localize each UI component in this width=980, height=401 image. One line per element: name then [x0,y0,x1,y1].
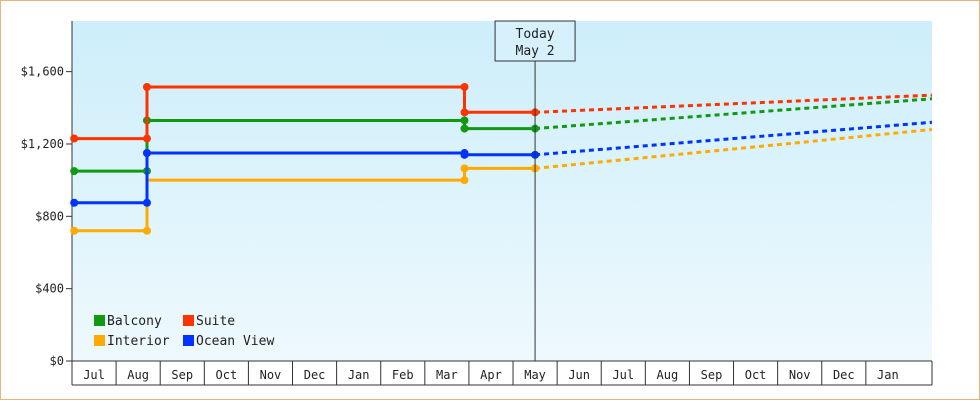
y-axis: $0 $400 $800 $1,200 $1,600 [21,21,73,368]
x-tick-label: Jul [612,368,634,382]
data-point [70,198,79,207]
legend-label: Balcony [107,314,162,329]
x-tick-label: Apr [480,368,502,382]
series-line [74,119,536,173]
plot-area [72,21,932,361]
x-tick-label: Feb [392,368,414,382]
legend-swatch [94,335,105,346]
x-tick-label: Sep [701,368,723,382]
x-tick-label: May [524,368,546,382]
series-line [74,85,536,141]
x-tick-label: Jan [877,368,899,382]
legend-label: Suite [196,314,235,329]
data-point [142,226,151,235]
data-point [142,149,151,158]
data-point [70,226,79,235]
x-tick-label: Mar [436,368,458,382]
legend-item-interior: Interior [94,334,170,349]
data-point [460,164,469,173]
data-point [142,198,151,207]
data-point [70,167,79,176]
legend-swatch [94,315,105,326]
x-tick-label: Jul [83,368,105,382]
legend-label: Ocean View [196,334,274,349]
forecast-line [534,120,933,157]
y-tick-label: $400 [35,282,64,296]
data-point [460,124,469,133]
data-point [460,116,469,125]
series-ocean-view [70,120,933,207]
x-tick-label: Dec [304,368,326,382]
legend-swatch [183,315,194,326]
series-layer [70,83,933,235]
today-date: May 2 [516,44,555,59]
x-tick-label: Oct [745,368,767,382]
x-tick-label: Aug [657,368,679,382]
x-tick-label: Aug [127,368,149,382]
series-line [74,151,536,205]
series-balcony [70,97,933,176]
x-tick-label: Jan [348,368,370,382]
x-axis: Jul Aug Sep Oct Nov Dec Jan Feb Mar Apr May Jun Jul A… [71,360,933,386]
data-point [142,83,151,92]
x-tick-label: Jun [568,368,590,382]
legend-item-ocean-view: Ocean View [183,334,274,349]
forecast-line [535,93,933,114]
series-interior [70,128,933,235]
x-tick-label: Nov [789,368,811,382]
legend-item-suite: Suite [183,314,235,329]
y-tick-label: $0 [50,354,64,368]
legend: Balcony Suite Interior Ocean View [94,314,274,349]
x-tick-label: Nov [260,368,282,382]
data-point [70,134,79,143]
data-point [142,134,151,143]
y-tick-label: $1,600 [21,65,64,79]
forecast-line [534,128,933,170]
legend-item-balcony: Balcony [94,314,162,329]
today-box [494,20,576,62]
forecast-line [534,97,933,131]
data-point [460,150,469,159]
series-line [74,166,536,233]
x-tick-label: Oct [216,368,238,382]
y-tick-label: $800 [35,209,64,223]
data-point [460,108,469,117]
data-point [460,176,469,185]
today-label: Today [516,27,555,42]
today-marker: Today May 2 [494,20,576,361]
y-tick-label: $1,200 [21,137,64,151]
x-tick-label: Sep [171,368,193,382]
data-point [460,83,469,92]
series-suite [70,83,933,143]
legend-label: Interior [107,334,170,349]
x-tick-label: Dec [833,368,855,382]
legend-swatch [183,335,194,346]
